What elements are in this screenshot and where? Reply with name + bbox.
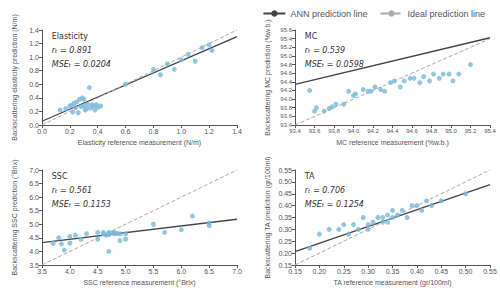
- svg-text:MSEₜ = 0.0204: MSEₜ = 0.0204: [52, 60, 111, 69]
- svg-text:MSEₜ = 0.1254: MSEₜ = 0.1254: [305, 200, 364, 209]
- svg-text:0.50: 0.50: [278, 178, 292, 185]
- svg-text:7.0: 7.0: [232, 268, 242, 275]
- svg-text:0.20: 0.20: [278, 250, 292, 257]
- svg-text:6.5: 6.5: [204, 268, 214, 275]
- svg-text:95.0: 95.0: [445, 128, 457, 134]
- svg-text:Elasticity: Elasticity: [52, 32, 88, 41]
- svg-text:SSC: SSC: [52, 172, 68, 181]
- svg-text:93.4: 93.4: [280, 122, 292, 128]
- svg-text:94.6: 94.6: [406, 128, 418, 134]
- svg-text:Backscattering SSC prediction: Backscattering SSC prediction (°Brix): [11, 159, 19, 275]
- svg-text:0.0: 0.0: [29, 121, 39, 129]
- svg-text:95.6: 95.6: [280, 27, 292, 33]
- svg-text:1.4: 1.4: [232, 128, 242, 135]
- svg-text:93.6: 93.6: [280, 113, 292, 119]
- svg-text:0.30: 0.30: [361, 268, 375, 275]
- svg-text:0.30: 0.30: [278, 226, 292, 233]
- svg-text:0.8: 0.8: [29, 67, 39, 74]
- svg-text:5.0: 5.0: [121, 268, 131, 275]
- svg-text:1.0: 1.0: [176, 128, 186, 135]
- svg-text:TA: TA: [304, 172, 315, 181]
- svg-text:94.0: 94.0: [280, 96, 292, 102]
- svg-text:rₜ = 0.706: rₜ = 0.706: [305, 186, 345, 195]
- svg-text:94.2: 94.2: [280, 87, 292, 93]
- svg-text:0.8: 0.8: [149, 128, 159, 135]
- svg-text:0.2: 0.2: [29, 108, 39, 115]
- svg-text:6.5: 6.5: [29, 180, 39, 187]
- svg-text:0.0: 0.0: [37, 128, 47, 135]
- svg-text:0.15: 0.15: [288, 268, 302, 275]
- svg-text:0.6: 0.6: [29, 81, 39, 88]
- svg-text:1.2: 1.2: [29, 40, 39, 47]
- svg-text:SSC reference measurement (°Br: SSC reference measurement (°Brix): [83, 279, 195, 287]
- svg-text:4.5: 4.5: [93, 268, 103, 275]
- svg-text:93.4: 93.4: [289, 128, 301, 134]
- svg-text:0.2: 0.2: [65, 128, 75, 135]
- svg-text:95.0: 95.0: [280, 53, 292, 59]
- svg-text:3.5: 3.5: [37, 268, 47, 275]
- svg-text:94.6: 94.6: [280, 70, 292, 76]
- svg-text:Backscattering MC prediction (: Backscattering MC prediction (%w.b.): [264, 19, 272, 135]
- svg-text:6.0: 6.0: [176, 268, 186, 275]
- svg-text:5.5: 5.5: [149, 268, 159, 275]
- svg-text:0.25: 0.25: [278, 238, 292, 245]
- svg-text:4.0: 4.0: [65, 268, 75, 275]
- svg-text:94.4: 94.4: [387, 128, 399, 134]
- svg-text:95.4: 95.4: [280, 36, 292, 42]
- svg-text:5.0: 5.0: [29, 221, 39, 228]
- svg-text:95.4: 95.4: [484, 128, 496, 134]
- svg-text:0.35: 0.35: [278, 214, 292, 221]
- svg-text:0.40: 0.40: [278, 202, 292, 209]
- svg-text:0.25: 0.25: [337, 268, 351, 275]
- svg-text:4.0: 4.0: [29, 248, 39, 255]
- svg-text:Elasticity reference measureme: Elasticity reference measurement (N/m): [78, 139, 201, 147]
- svg-text:0.55: 0.55: [483, 268, 497, 275]
- svg-text:0.4: 0.4: [93, 128, 103, 135]
- svg-text:MSEₜ = 0.1153: MSEₜ = 0.1153: [52, 200, 111, 209]
- svg-text:MC: MC: [305, 32, 318, 41]
- svg-text:4.5: 4.5: [29, 234, 39, 241]
- svg-text:rₜ = 0.891: rₜ = 0.891: [52, 46, 92, 55]
- svg-text:1.2: 1.2: [204, 128, 214, 135]
- svg-text:6.0: 6.0: [29, 194, 39, 201]
- svg-text:93.8: 93.8: [280, 105, 292, 111]
- svg-text:Ideal prediction line: Ideal prediction line: [407, 9, 485, 19]
- svg-text:Backscattering TA prediction (: Backscattering TA prediction (gr/100ml): [264, 157, 272, 279]
- svg-text:94.8: 94.8: [426, 128, 438, 134]
- svg-text:0.4: 0.4: [29, 94, 39, 101]
- svg-text:94.4: 94.4: [280, 79, 292, 85]
- svg-text:MSEₜ = 0.0598: MSEₜ = 0.0598: [305, 60, 364, 69]
- svg-text:94.2: 94.2: [367, 128, 379, 134]
- svg-text:0.20: 0.20: [313, 268, 327, 275]
- svg-text:Backscattering elasticity pred: Backscattering elasticity prediction (N/…: [11, 14, 19, 140]
- svg-text:rₜ = 0.561: rₜ = 0.561: [52, 186, 92, 195]
- svg-text:93.8: 93.8: [328, 128, 340, 134]
- svg-text:MC reference measurement (%w.b: MC reference measurement (%w.b.): [336, 139, 448, 147]
- svg-text:0.55: 0.55: [278, 167, 292, 174]
- svg-text:0.45: 0.45: [278, 190, 292, 197]
- svg-text:0.45: 0.45: [434, 268, 448, 275]
- svg-text:5.5: 5.5: [29, 207, 39, 214]
- svg-text:1.0: 1.0: [29, 54, 39, 61]
- svg-text:7.0: 7.0: [29, 167, 39, 174]
- svg-text:94.8: 94.8: [280, 62, 292, 68]
- svg-text:0.35: 0.35: [386, 268, 400, 275]
- svg-text:TA reference measurement (gr/1: TA reference measurement (gr/100ml): [333, 279, 451, 287]
- svg-text:0.6: 0.6: [121, 128, 131, 135]
- svg-text:0.50: 0.50: [459, 268, 473, 275]
- svg-text:0.40: 0.40: [410, 268, 424, 275]
- svg-text:95.2: 95.2: [465, 128, 477, 134]
- svg-text:93.6: 93.6: [309, 128, 321, 134]
- svg-text:rₜ = 0.539: rₜ = 0.539: [305, 46, 345, 55]
- svg-text:0.15: 0.15: [278, 261, 292, 269]
- svg-text:1.4: 1.4: [29, 27, 39, 34]
- svg-text:95.2: 95.2: [280, 44, 292, 50]
- svg-text:ANN prediction line: ANN prediction line: [290, 9, 367, 19]
- svg-text:3.5: 3.5: [29, 261, 39, 269]
- svg-text:94.0: 94.0: [348, 128, 360, 134]
